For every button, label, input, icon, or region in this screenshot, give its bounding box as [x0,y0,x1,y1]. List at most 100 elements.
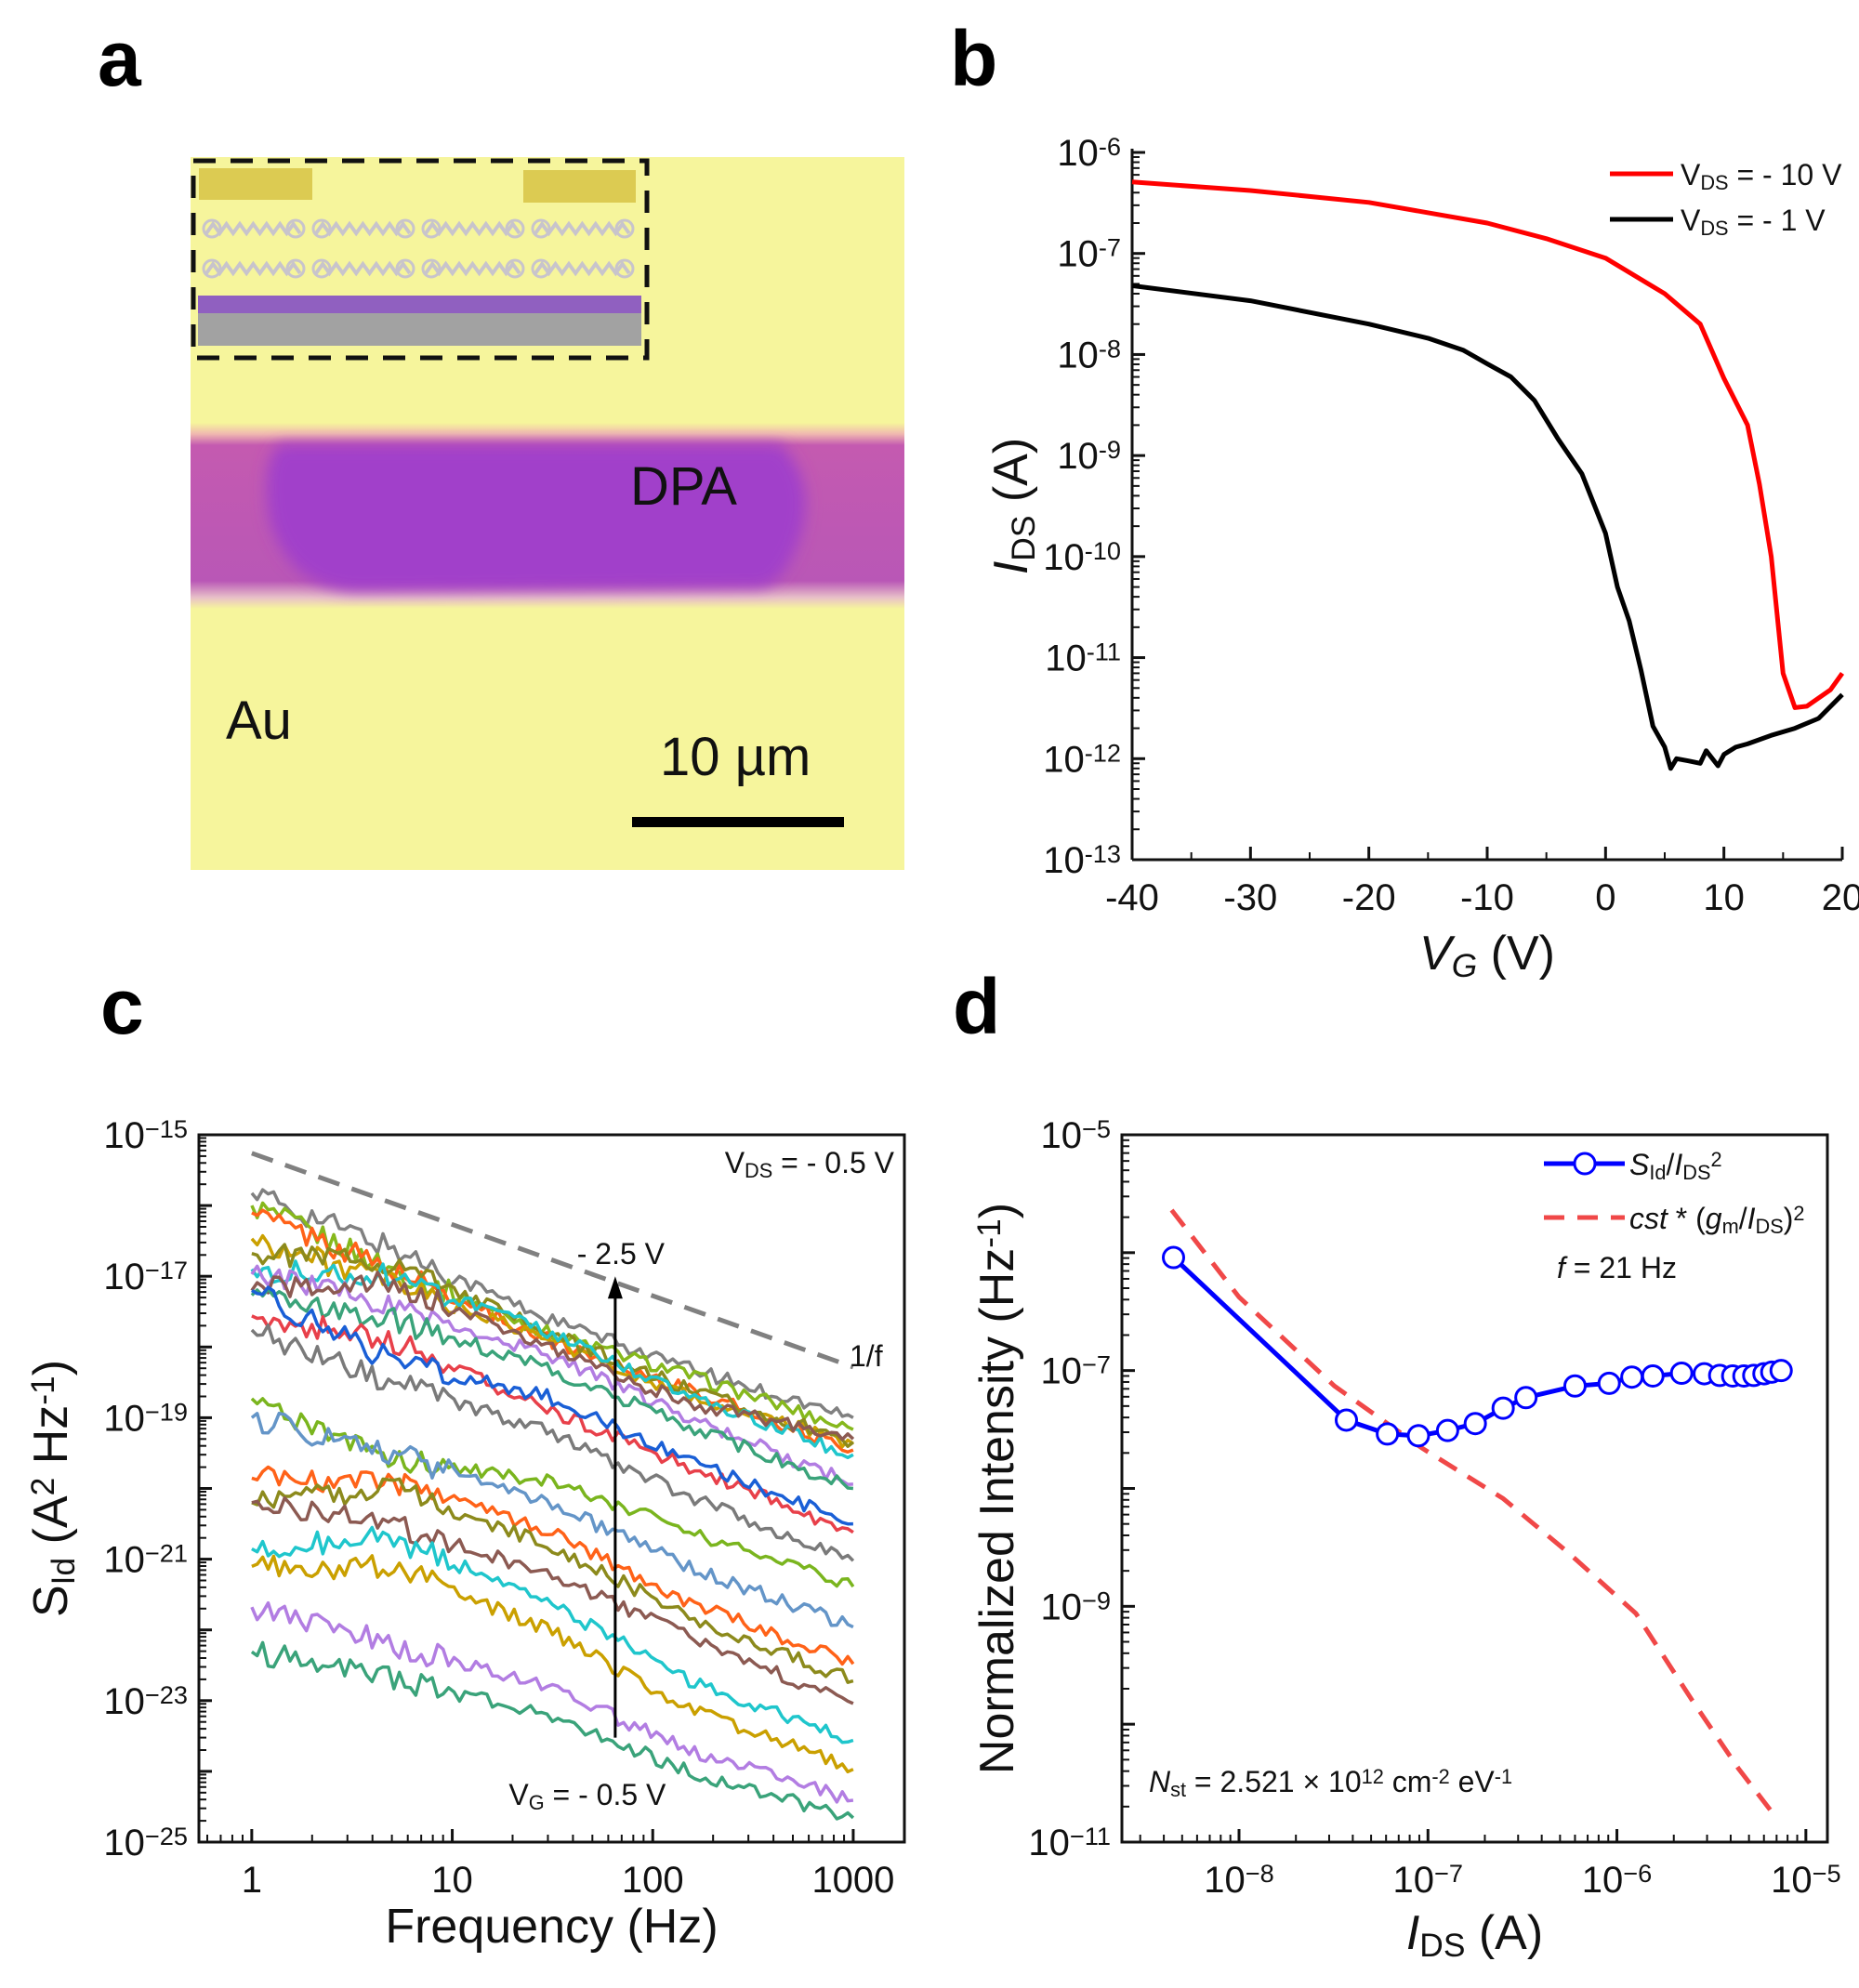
dpa-molecule [314,220,412,237]
y-axis-title-part: DS [1006,516,1042,561]
series-line [1131,179,1845,710]
one-over-f-label: 1/f [850,1339,883,1373]
x-tick-label-part: 10 [1771,1860,1813,1901]
legend-label: VDS = - 1 V [1681,204,1826,240]
x-tick-label-part: −6 [1623,1859,1652,1888]
y-tick-label: 10-11 [1045,638,1121,679]
arrow-top-label: - 2.5 V [577,1237,666,1270]
y-tick-label-part: −7 [1082,1350,1111,1379]
noise-spectrum-line [251,1554,854,1774]
phenyl-ring [505,218,525,239]
legend-label-part: cst [1629,1202,1668,1235]
x-axis-title: VG (V) [1419,927,1555,984]
y-tick-label-part: −19 [145,1398,188,1427]
noise-spectrum-line [250,1600,854,1804]
x-axis-title-part: V [1419,927,1456,981]
y-tick-label: 10-8 [1057,335,1121,376]
y-tick-label-part: −15 [145,1114,188,1143]
arrow-bottom-label-part: V [508,1778,529,1811]
x-tick-label: 10−6 [1582,1859,1653,1901]
y-tick-label-part: 10 [1043,537,1085,578]
legend-swatch-marker [1573,1152,1597,1176]
x-tick-label-part: −8 [1246,1859,1274,1888]
phenyl-ring [614,258,635,279]
phenyl-ring [421,258,442,279]
x-tick-label: -30 [1223,877,1277,918]
y-tick-label-part: 10 [1041,1351,1083,1392]
legend-label-part: Id [1649,1161,1666,1184]
dielectric-layer [198,296,641,313]
data-point-marker [1406,1424,1431,1448]
phenyl-ring [311,258,332,279]
noise-spectrum-line [250,1411,854,1629]
phenyl-ring [531,258,551,279]
x-tick-label: 10 [1703,877,1745,918]
y-tick-label: 10−5 [1041,1114,1112,1156]
y-tick-label-part: -6 [1099,132,1121,161]
y-axis-title-part: -1 [971,1218,1008,1247]
y-tick-label-part: −21 [145,1539,188,1568]
y-axis-title: IDS (A) [984,438,1042,574]
x-axis-title-part: G [1452,948,1478,984]
data-point-marker [1161,1245,1185,1270]
phenyl-ring [285,258,306,279]
drain-voltage-annotation-part: V [725,1146,745,1179]
x-tick-label: -10 [1460,877,1514,918]
y-tick-label-part: −11 [1070,1822,1111,1850]
data-point-marker [1514,1386,1538,1410]
y-tick-label-part: 10 [1057,436,1099,477]
x-tick-label: 20 [1822,877,1859,918]
y-tick-label-part: -8 [1099,335,1121,363]
data-point-marker [1562,1374,1587,1398]
one-over-f-reference-line [251,1151,854,1370]
y-axis-title: Normalized Intensity (Hz-1) [970,1203,1024,1774]
dpa-molecule [424,260,521,277]
y-tick-label-part: 10 [1043,840,1085,881]
legend-label-part: DS [1755,1215,1783,1238]
data-point-marker [1669,1361,1694,1385]
legend-label-part: V [1681,158,1701,191]
y-tick-label: 10-7 [1057,233,1121,275]
trap-density-annotation-part: N [1149,1765,1171,1798]
legend-label-part: DS [1700,217,1728,240]
legend-label-part: I [1674,1148,1682,1181]
dpa-molecule [314,260,412,277]
x-tick-label: 100 [622,1860,684,1901]
trap-density-annotation-part: 12 [1362,1765,1384,1788]
noise-spectrum-line [250,1397,855,1588]
noise-spectrum-line [251,1285,853,1526]
noise-spectrum-line [250,1188,854,1419]
y-tick-label-part: -13 [1085,839,1121,868]
phenyl-ring [531,218,551,239]
x-axis-title: IDS (A) [1406,1906,1543,1964]
phenyl-ring [421,218,442,239]
panel-label-b: b [950,15,997,102]
au-label: Au [226,691,292,751]
gate-layer [198,313,641,346]
x-axis-title-part: (V) [1477,927,1555,981]
x-tick-label: 10−5 [1771,1859,1841,1901]
legend-label-part: g [1706,1202,1722,1235]
x-tick-label-part: −7 [1434,1859,1463,1888]
panel-label-c: c [100,963,144,1050]
panel-label-d: d [953,963,1000,1050]
y-axis-title-part: ) [24,1360,78,1376]
x-tick-label-part: 10 [1204,1860,1246,1901]
trap-density-annotation-part: cm [1384,1765,1432,1798]
legend-label: cst * (gm/IDS)2 [1629,1202,1804,1238]
y-axis-title-part: Normalized Intensity (Hz [970,1248,1024,1774]
drain-voltage-annotation: VDS = - 0.5 V [725,1146,895,1182]
dpa-molecule [204,220,302,237]
noise-spectrum-line [250,1323,855,1562]
y-axis-title-part: ) [970,1203,1024,1218]
data-point-marker [1769,1359,1793,1383]
x-axis-title: Frequency (Hz) [385,1900,718,1954]
legend-label-part: m [1722,1215,1739,1238]
dpa-crystal [266,444,806,591]
inset-dashed-border [191,158,650,361]
y-tick-label-part: 10 [1057,335,1099,375]
arrow-bottom-label-part: G [529,1791,545,1814]
arrow-bottom-label: VG = - 0.5 V [508,1778,666,1814]
y-tick-label-part: -12 [1085,738,1121,767]
y-tick-label: 10−23 [103,1680,188,1722]
